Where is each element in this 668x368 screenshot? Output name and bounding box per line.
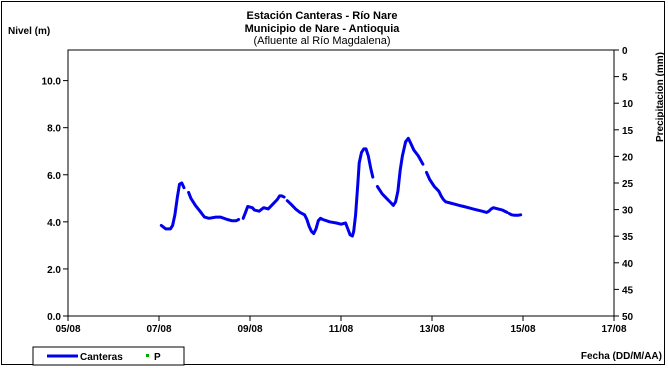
series-line-canteras: [187, 190, 241, 223]
series-layer: [159, 136, 523, 238]
y2-tick-label: 15: [622, 126, 634, 137]
x-tick-label: 07/08: [146, 324, 171, 335]
chart-title-line-1: Estación Canteras - Río Nare: [247, 10, 398, 22]
series-line-canteras: [285, 147, 375, 238]
plot-area: [67, 49, 615, 317]
series-line-canteras: [507, 212, 523, 217]
x-tick-label: 11/08: [329, 324, 354, 335]
y-tick-label: 4.0: [47, 218, 61, 229]
series-line-canteras: [375, 136, 425, 207]
y2-tick-label: 45: [622, 285, 634, 296]
x-axis-label: Fecha (DD/M/AA): [581, 351, 662, 362]
x-tick-label: 05/08: [55, 324, 80, 335]
x-tick-label: 15/08: [510, 324, 535, 335]
y2-axis-label: Precipitacion (mm): [655, 52, 666, 142]
y2-tick-label: 40: [622, 259, 634, 270]
y-tick-label: 10.0: [42, 77, 62, 88]
x-tick-label: 17/08: [601, 324, 626, 335]
y-tick-label: 2.0: [47, 265, 61, 276]
y2-tick-label: 25: [622, 179, 634, 190]
series-line-canteras: [159, 181, 186, 231]
y-axis-label: Nivel (m): [8, 26, 50, 37]
y2-tick-label: 10: [622, 99, 634, 110]
legend-label-canteras: Canteras: [80, 352, 123, 363]
y2-tick-label: 20: [622, 152, 634, 163]
y-tick-label: 0.0: [47, 312, 61, 323]
x-tick-label: 09/08: [237, 324, 262, 335]
y-tick-label: 6.0: [47, 171, 61, 182]
y2-tick-label: 35: [622, 232, 634, 243]
y2-tick-label: 5: [622, 73, 628, 84]
y2-tick-label: 0: [622, 46, 628, 57]
legend-box: [32, 346, 185, 366]
legend-swatch-p: [146, 354, 149, 357]
legend: Canteras P: [32, 346, 185, 366]
y2-tick-label: 50: [622, 312, 634, 323]
chart-subtitle: (Afluente al Río Magdalena): [254, 35, 391, 47]
y2-tick-label: 30: [622, 206, 634, 217]
legend-label-p: P: [154, 352, 161, 363]
series-line-canteras: [241, 194, 286, 220]
series-line-canteras: [425, 170, 509, 214]
y-tick-label: 8.0: [47, 124, 61, 135]
chart-title-line-2: Municipio de Nare - Antioquia: [245, 23, 401, 35]
axis-ticks: 05/08 07/08 09/08 11/08 13/08 15/08 17/08 0.0 2.…: [42, 46, 634, 335]
x-tick-label: 13/08: [419, 324, 444, 335]
